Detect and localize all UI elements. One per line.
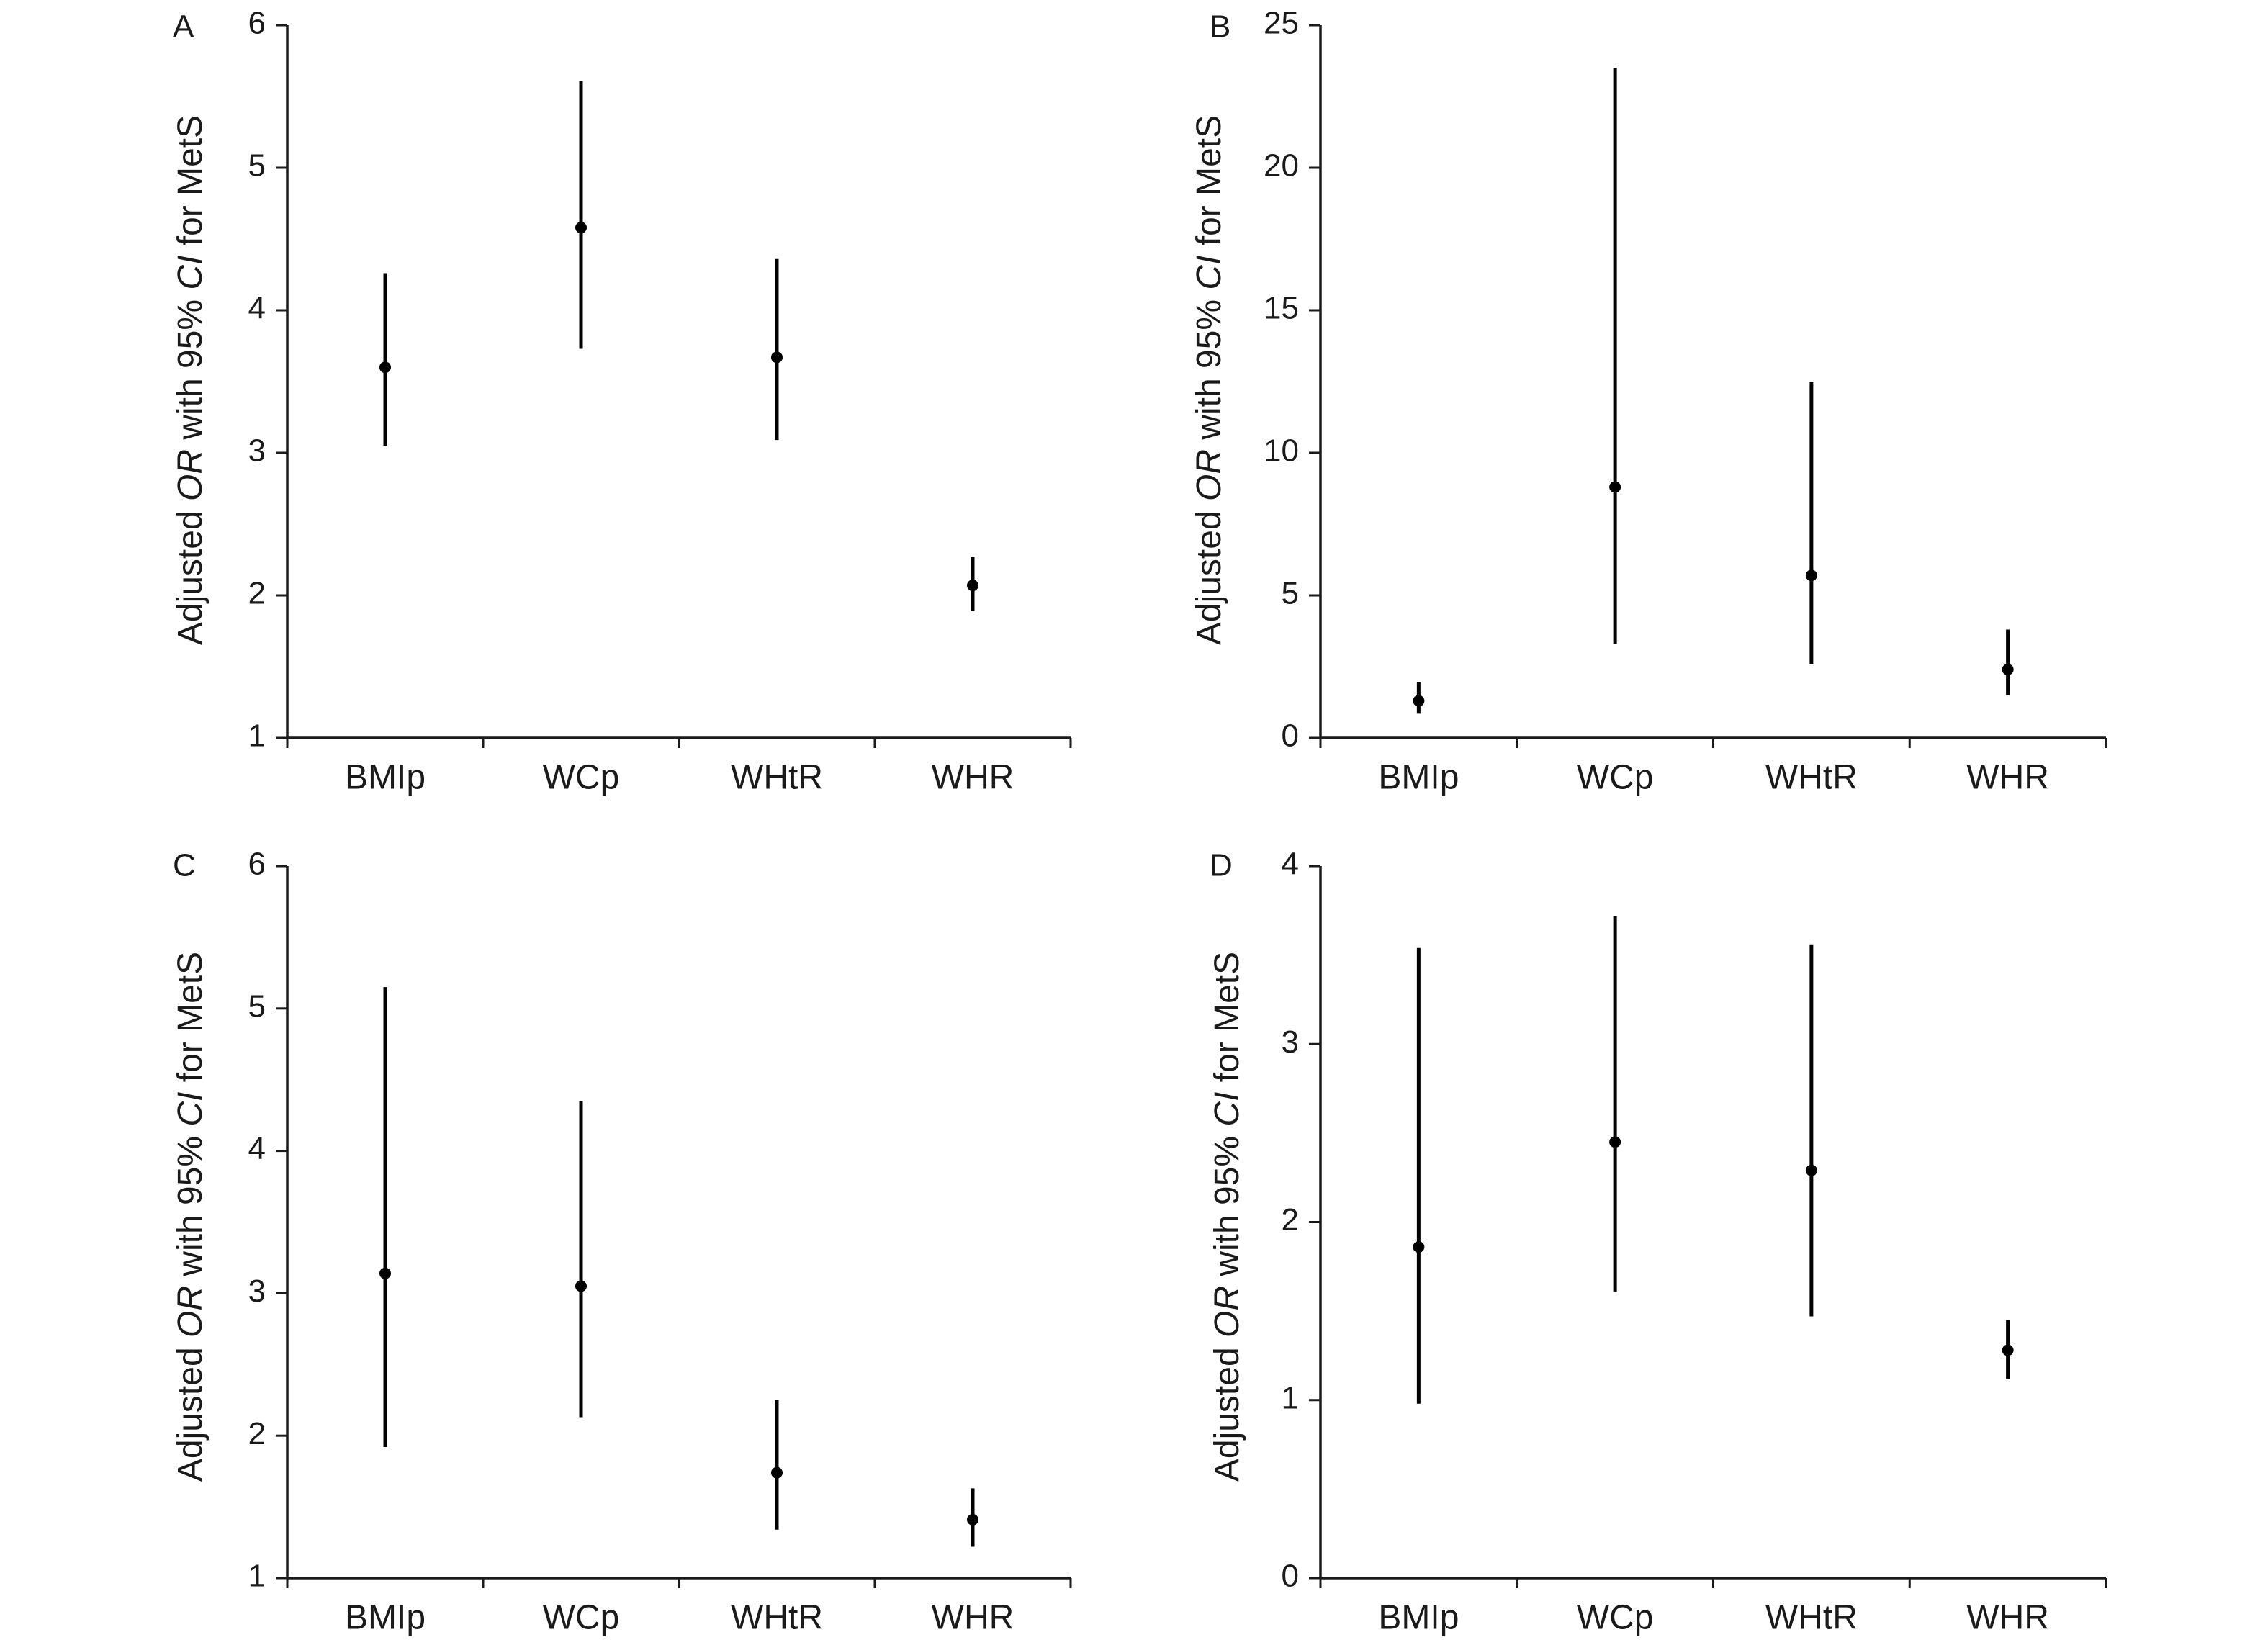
- x-tick-label: BMIp: [1378, 1599, 1459, 1637]
- y-tick-label: 6: [248, 6, 266, 41]
- or-point-whtr: [1805, 1164, 1817, 1176]
- y-axis-label-part: for MetS: [171, 952, 210, 1092]
- panel-a: A 1 2 3 4 5 6 BMIp WCp WHtR WHR Adjusted OR with 95…: [171, 6, 1072, 797]
- x-tick-label: WHtR: [731, 1599, 823, 1637]
- or-point-whtr: [771, 1466, 783, 1479]
- y-tick-label: 1: [248, 1559, 266, 1594]
- y-axis-label-part: CI: [1208, 1092, 1246, 1127]
- x-tick-label: WHR: [932, 759, 1014, 797]
- y-tick-label: 1: [248, 718, 266, 754]
- y-axis-label-part: CI: [171, 1092, 210, 1127]
- y-axis-label-part: for MetS: [1190, 115, 1228, 256]
- x-tick-label: WCp: [543, 759, 620, 797]
- y-axis-label-part: Adjusted: [171, 501, 210, 645]
- y-tick-label: 3: [248, 1274, 266, 1309]
- y-tick-label: 0: [1282, 718, 1299, 754]
- y-axis-label-part: CI: [171, 256, 210, 290]
- or-point-whr: [967, 580, 978, 592]
- y-axis-label: Adjusted OR with 95% CI for MetS: [171, 952, 210, 1482]
- y-axis-label: Adjusted OR with 95% CI for MetS: [171, 115, 210, 645]
- x-tick-label: WCp: [543, 1599, 620, 1637]
- y-tick-label: 4: [1282, 847, 1299, 882]
- y-tick-label: 3: [248, 433, 266, 469]
- y-axis-label-part: with 95%: [171, 290, 210, 449]
- y-tick-label: 15: [1264, 291, 1299, 326]
- or-point-bmip: [1413, 695, 1425, 707]
- y-axis-label-part: CI: [1190, 256, 1228, 290]
- panel-label-b: B: [1210, 9, 1230, 45]
- panel-d: D 0 1 2 3 4 BMIp WCp WHtR WHR Adjusted OR with 95%…: [1208, 847, 2107, 1637]
- y-axis-label-part: for MetS: [171, 115, 210, 256]
- or-point-wcp: [1609, 1136, 1621, 1148]
- y-tick-label: 10: [1264, 433, 1299, 469]
- panel-label-d: D: [1210, 848, 1233, 883]
- panel-b: B 0 5 10 15 20 25 BMIp WCp WHtR WHR Adjusted OR wit…: [1190, 6, 2107, 797]
- or-point-whtr: [1805, 569, 1817, 582]
- or-point-whr: [2002, 663, 2014, 675]
- y-tick-label: 4: [248, 291, 266, 326]
- y-tick-label: 3: [1282, 1024, 1299, 1060]
- y-tick-label: 1: [1282, 1380, 1299, 1415]
- y-axis-label-part: OR: [171, 1286, 210, 1338]
- x-tick-label: BMIp: [345, 759, 426, 797]
- or-point-bmip: [379, 1267, 391, 1279]
- y-tick-label: 5: [248, 148, 266, 184]
- y-axis-label-part: OR: [171, 449, 210, 501]
- x-tick-label: WHR: [1966, 1599, 2049, 1637]
- or-point-whr: [967, 1513, 978, 1526]
- x-tick-label: WHtR: [731, 759, 823, 797]
- panel-label-a: A: [173, 9, 194, 45]
- y-tick-label: 2: [248, 576, 266, 611]
- y-tick-label: 4: [248, 1131, 266, 1166]
- or-point-whr: [2002, 1344, 2014, 1356]
- x-tick-label: WCp: [1577, 759, 1654, 797]
- panel-label-c: C: [173, 848, 196, 883]
- x-tick-label: WHR: [1966, 759, 2049, 797]
- y-axis-label: Adjusted OR with 95% CI for MetS: [1190, 115, 1228, 645]
- y-axis-label-part: Adjusted: [1208, 1338, 1246, 1482]
- y-tick-label: 20: [1264, 148, 1299, 184]
- y-axis-label-part: OR: [1208, 1286, 1246, 1338]
- or-point-bmip: [1413, 1241, 1425, 1253]
- y-tick-label: 5: [1282, 576, 1299, 611]
- x-tick-label: BMIp: [1378, 759, 1459, 797]
- or-point-wcp: [575, 1280, 587, 1292]
- panel-c: C 1 2 3 4 5 6 BMIp WCp WHtR WHR Adjusted OR with 95…: [171, 847, 1072, 1637]
- x-tick-label: WCp: [1577, 1599, 1654, 1637]
- y-tick-label: 25: [1264, 6, 1299, 41]
- y-axis-label-part: with 95%: [171, 1127, 210, 1286]
- or-point-wcp: [575, 222, 587, 234]
- y-axis-label-part: Adjusted: [1190, 501, 1228, 645]
- y-axis-label-part: for MetS: [1208, 952, 1246, 1092]
- y-tick-label: 2: [248, 1416, 266, 1451]
- y-axis-label-part: with 95%: [1190, 290, 1228, 449]
- y-tick-label: 5: [248, 988, 266, 1024]
- or-point-wcp: [1609, 481, 1621, 493]
- y-tick-label: 6: [248, 847, 266, 882]
- y-axis-label-part: with 95%: [1208, 1127, 1246, 1286]
- x-tick-label: WHtR: [1765, 759, 1858, 797]
- y-tick-label: 2: [1282, 1202, 1299, 1238]
- y-tick-label: 0: [1282, 1559, 1299, 1594]
- y-axis-label-part: Adjusted: [171, 1338, 210, 1482]
- y-axis-label: Adjusted OR with 95% CI for MetS: [1208, 952, 1246, 1482]
- or-point-bmip: [379, 361, 391, 374]
- x-tick-label: WHtR: [1765, 1599, 1858, 1637]
- x-tick-label: WHR: [932, 1599, 1014, 1637]
- y-axis-label-part: OR: [1190, 449, 1228, 501]
- or-point-whtr: [771, 351, 783, 364]
- x-tick-label: BMIp: [345, 1599, 426, 1637]
